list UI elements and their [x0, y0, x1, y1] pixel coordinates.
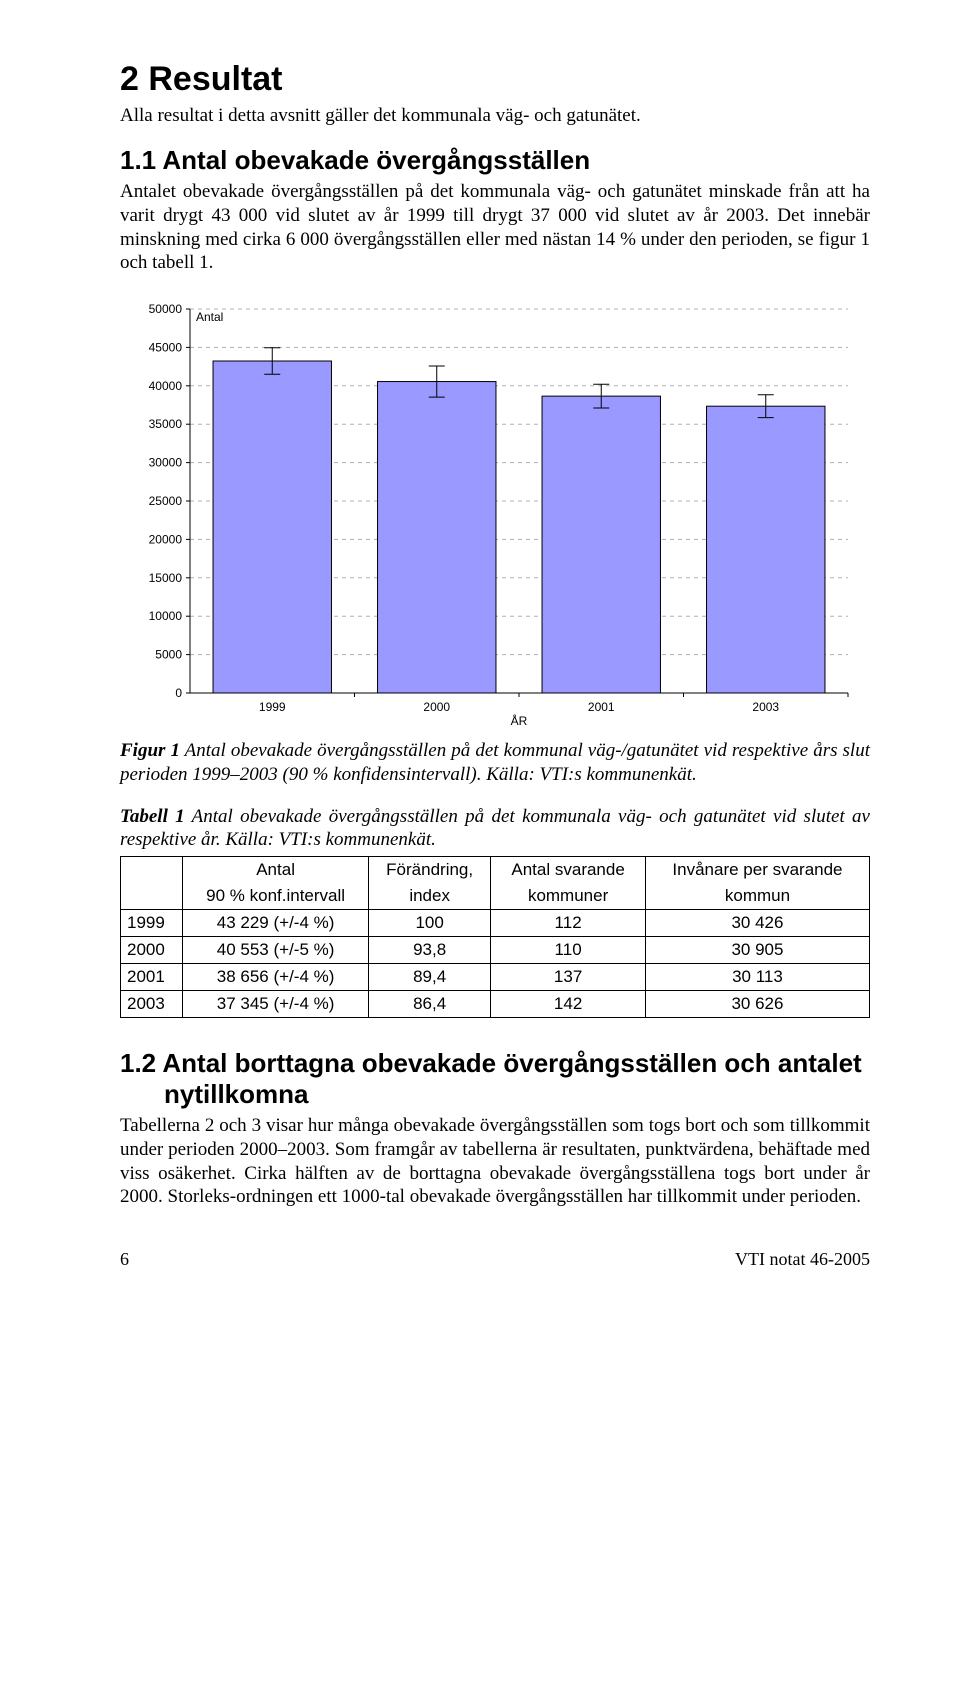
svg-text:2003: 2003 — [752, 700, 779, 714]
table-row: 199943 229 (+/-4 %)10011230 426 — [121, 910, 870, 937]
subsection-1-heading: 1.1 Antal obevakade övergångsställen — [120, 145, 870, 176]
svg-text:0: 0 — [175, 686, 182, 700]
table-1-lead: Tabell 1 — [120, 806, 185, 827]
svg-text:35000: 35000 — [149, 417, 183, 431]
table-header-cell — [121, 883, 183, 910]
table-cell: 100 — [369, 910, 491, 937]
svg-text:2000: 2000 — [423, 700, 450, 714]
table-row: 200337 345 (+/-4 %)86,414230 626 — [121, 991, 870, 1018]
svg-text:25000: 25000 — [149, 494, 183, 508]
svg-text:Antal: Antal — [196, 310, 223, 324]
table-header-cell: 90 % konf.intervall — [183, 883, 369, 910]
footer-page-number: 6 — [120, 1249, 129, 1270]
table-cell: 40 553 (+/-5 %) — [183, 937, 369, 964]
svg-text:2001: 2001 — [588, 700, 615, 714]
table-cell: 142 — [491, 991, 646, 1018]
table-header-cell — [121, 857, 183, 884]
figure-1-caption: Figur 1 Antal obevakade övergångsställen… — [120, 739, 870, 787]
table-1: AntalFörändring,Antal svarandeInvånare p… — [120, 856, 870, 1018]
table-cell: 89,4 — [369, 964, 491, 991]
svg-text:1999: 1999 — [259, 700, 286, 714]
table-cell: 37 345 (+/-4 %) — [183, 991, 369, 1018]
section-heading: 2 Resultat — [120, 60, 870, 99]
table-cell: 2001 — [121, 964, 183, 991]
svg-text:40000: 40000 — [149, 379, 183, 393]
table-cell: 30 426 — [645, 910, 869, 937]
svg-text:50000: 50000 — [149, 302, 183, 316]
table-cell: 30 113 — [645, 964, 869, 991]
table-cell: 30 905 — [645, 937, 869, 964]
figure-1-rest: Antal obevakade övergångsställen på det … — [120, 740, 870, 785]
subsection-2-heading: 1.2 Antal borttagna obevakade övergångss… — [120, 1048, 870, 1110]
table-cell: 93,8 — [369, 937, 491, 964]
svg-text:10000: 10000 — [149, 609, 183, 623]
table-cell: 43 229 (+/-4 %) — [183, 910, 369, 937]
table-row: AntalFörändring,Antal svarandeInvånare p… — [121, 857, 870, 884]
table-row: 200138 656 (+/-4 %)89,413730 113 — [121, 964, 870, 991]
table-header-cell: index — [369, 883, 491, 910]
table-cell: 2000 — [121, 937, 183, 964]
table-header-cell: kommuner — [491, 883, 646, 910]
table-header-cell: Förändring, — [369, 857, 491, 884]
table-row: 200040 553 (+/-5 %)93,811030 905 — [121, 937, 870, 964]
paragraph-1: Antalet obevakade övergångsställen på de… — [120, 180, 870, 275]
table-header-cell: Antal svarande — [491, 857, 646, 884]
table-header-cell: Antal — [183, 857, 369, 884]
table-cell: 86,4 — [369, 991, 491, 1018]
svg-text:5000: 5000 — [155, 648, 182, 662]
table-cell: 112 — [491, 910, 646, 937]
svg-text:ÅR: ÅR — [511, 713, 528, 728]
intro-line: Alla resultat i detta avsnitt gäller det… — [120, 105, 870, 127]
table-header-cell: kommun — [645, 883, 869, 910]
table-1-rest: Antal obevakade övergångsställen på det … — [120, 806, 870, 851]
svg-text:45000: 45000 — [149, 340, 183, 354]
footer-reference: VTI notat 46-2005 — [735, 1249, 870, 1270]
paragraph-2: Tabellerna 2 och 3 visar hur många obeva… — [120, 1114, 870, 1209]
table-cell: 1999 — [121, 910, 183, 937]
svg-text:30000: 30000 — [149, 456, 183, 470]
table-cell: 137 — [491, 964, 646, 991]
page-footer: 6 VTI notat 46-2005 — [120, 1249, 870, 1270]
figure-1-chart: 0 5000 10000 15000 20000 25000 30000 35000 40000… — [120, 299, 860, 729]
table-cell: 110 — [491, 937, 646, 964]
table-cell: 2003 — [121, 991, 183, 1018]
table-row: 90 % konf.intervallindexkommunerkommun — [121, 883, 870, 910]
svg-text:20000: 20000 — [149, 532, 183, 546]
table-cell: 38 656 (+/-4 %) — [183, 964, 369, 991]
figure-1-lead: Figur 1 — [120, 740, 180, 761]
table-1-caption: Tabell 1 Antal obevakade övergångsställe… — [120, 805, 870, 853]
table-cell: 30 626 — [645, 991, 869, 1018]
table-header-cell: Invånare per svarande — [645, 857, 869, 884]
svg-text:15000: 15000 — [149, 571, 183, 585]
